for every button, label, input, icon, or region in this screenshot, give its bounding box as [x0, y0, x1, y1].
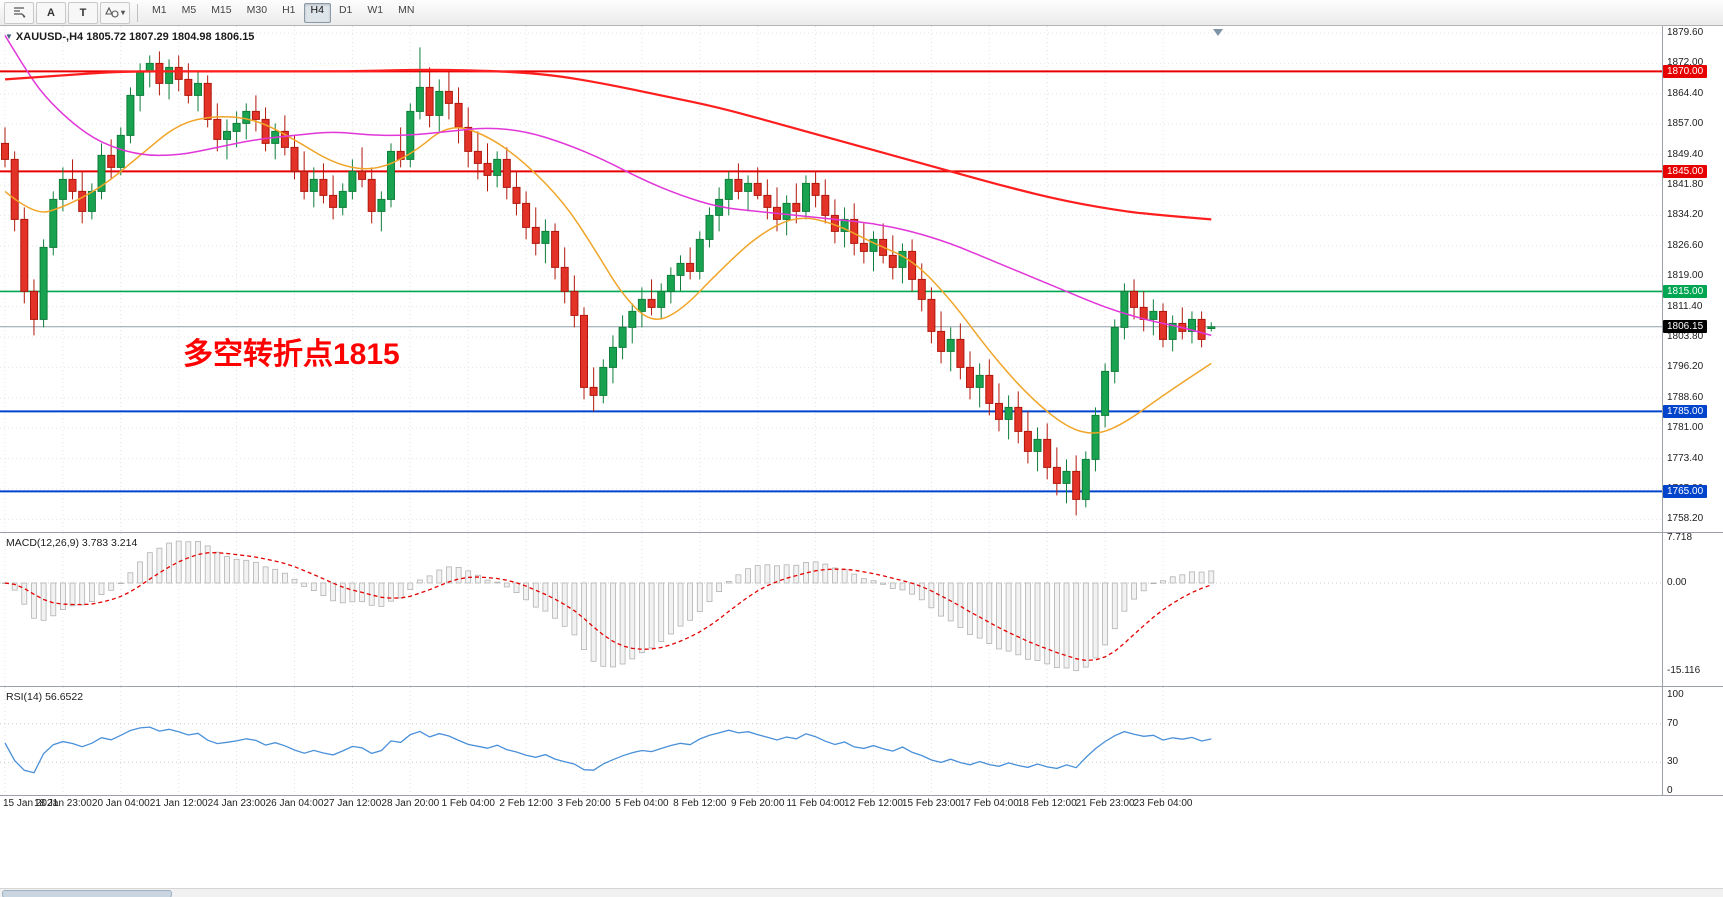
- time-tick: 18 Feb 12:00: [1017, 798, 1077, 809]
- toolbar-separator: [137, 3, 138, 22]
- time-tick: 8 Feb 12:00: [673, 798, 727, 809]
- time-tick: 18 Jan 23:00: [33, 798, 92, 809]
- indicator-axis-tick: 0.00: [1667, 577, 1687, 588]
- price-tick: 1781.00: [1667, 422, 1704, 434]
- rsi-panel-separator[interactable]: [0, 686, 1723, 687]
- time-tick: 5 Feb 04:00: [615, 798, 669, 809]
- shapes-dropdown-button[interactable]: ▾: [100, 1, 130, 24]
- time-tick: 9 Feb 20:00: [731, 798, 785, 809]
- indicator-axis-tick: 7.718: [1667, 532, 1693, 544]
- indicator-axis-tick: 0: [1667, 785, 1673, 796]
- level-label-1765_00[interactable]: 1765.00: [1663, 484, 1708, 498]
- time-tick: 20 Jan 04:00: [91, 798, 150, 809]
- time-tick: 15 Feb 23:00: [901, 798, 961, 809]
- timeframe-button-m15[interactable]: M15: [211, 3, 232, 16]
- cursor-tool-icon: [12, 6, 26, 20]
- macd-panel-separator[interactable]: [0, 532, 1723, 533]
- price-tick: 1864.40: [1667, 87, 1704, 99]
- timeframe-group: M1 M5 M15 M30 H1 H4 D1 W1 MN: [145, 2, 421, 23]
- time-tick: 26 Jan 04:00: [265, 798, 324, 809]
- time-tick: 3 Feb 20:00: [557, 798, 611, 809]
- collapse-icon[interactable]: ▼: [5, 32, 13, 41]
- ma-slow-red: [4, 68, 1212, 221]
- price-tick: 1758.20: [1667, 513, 1704, 525]
- price-tick: 1803.80: [1667, 331, 1704, 342]
- price-tick: 1879.60: [1667, 27, 1704, 38]
- time-tick: 23 Feb 04:00: [1133, 798, 1193, 809]
- rsi-panel-chart[interactable]: [0, 687, 1662, 795]
- macd-panel-chart[interactable]: [0, 533, 1662, 686]
- timeframe-button-w1[interactable]: W1: [367, 3, 384, 16]
- ma-fast-orange: [4, 115, 1212, 434]
- timeframe-button-m30[interactable]: M30: [246, 3, 268, 16]
- price-axis-separator: [1662, 26, 1663, 795]
- level-label-1815_00[interactable]: 1815.00: [1663, 284, 1708, 298]
- indicator-axis-tick: 30: [1667, 756, 1679, 768]
- horizontal-scrollbar-track[interactable]: [0, 888, 1723, 897]
- indicator-axis-tick: 100: [1667, 689, 1684, 700]
- text-label-button[interactable]: A: [36, 1, 66, 24]
- level-label-1845_00[interactable]: 1845.00: [1663, 164, 1708, 178]
- price-tick: 1841.80: [1667, 179, 1704, 190]
- macd-histogram: [2, 540, 1215, 672]
- price-tick: 1811.40: [1667, 300, 1703, 312]
- timeframe-button-m5[interactable]: M5: [181, 3, 197, 16]
- chart-annotation-text[interactable]: 多空转折点1815: [183, 338, 400, 371]
- rsi-line: [4, 726, 1212, 774]
- time-tick: 27 Jan 12:00: [323, 798, 382, 809]
- chart-title-text: XAUUSD-,H4 1805.72 1807.29 1804.98 1806.…: [15, 31, 255, 43]
- rsi-label: RSI(14) 56.6522: [6, 691, 84, 703]
- cursor-tool-button[interactable]: [4, 1, 34, 24]
- timeframe-button-d1[interactable]: D1: [338, 3, 353, 16]
- time-tick: 21 Jan 12:00: [149, 798, 208, 809]
- price-tick: 1796.20: [1667, 361, 1704, 373]
- macd-label: MACD(12,26,9) 3.783 3.214: [6, 537, 138, 549]
- price-tick: 1872.00: [1667, 57, 1704, 69]
- timeframe-button-mn[interactable]: MN: [398, 3, 415, 16]
- level-label-1870_00[interactable]: 1870.00: [1663, 64, 1708, 78]
- time-axis-separator: [0, 795, 1723, 796]
- grid: [0, 26, 1662, 532]
- price-tick: 1773.40: [1667, 452, 1704, 464]
- time-tick: 12 Feb 12:00: [844, 798, 903, 809]
- price-tick: 1788.60: [1667, 391, 1704, 403]
- chart-title: ▼ XAUUSD-,H4 1805.72 1807.29 1804.98 1806…: [5, 31, 254, 43]
- timeframe-button-h1[interactable]: H1: [282, 3, 296, 16]
- price-chart[interactable]: [0, 26, 1662, 532]
- macd-signal-line: [4, 552, 1212, 662]
- indicator-axis-tick: -15.116: [1667, 664, 1701, 676]
- indicator-axis-tick: 70: [1667, 717, 1679, 729]
- timeframe-button-h4[interactable]: H4: [303, 2, 331, 23]
- candles: [1, 47, 1216, 516]
- price-tick: 1857.00: [1667, 118, 1704, 130]
- toolbar: A T ▾ M1 M5 M15 M30 H1 H4 D1 W1 MN: [0, 0, 1723, 26]
- price-tick: 1826.60: [1667, 239, 1704, 251]
- time-tick: 2 Feb 12:00: [499, 798, 553, 809]
- price-tick: 1819.00: [1667, 270, 1704, 282]
- text-box-button[interactable]: T: [68, 1, 98, 24]
- current-price-label: 1806.15: [1663, 320, 1708, 334]
- time-tick: 11 Feb 04:00: [786, 798, 845, 809]
- chevron-down-icon: ▾: [120, 8, 125, 17]
- price-tick: 1834.20: [1667, 209, 1704, 221]
- time-tick: 17 Feb 04:00: [959, 798, 1019, 809]
- ma-mid-magenta: [4, 35, 1212, 337]
- horizontal-scrollbar-thumb[interactable]: [2, 890, 172, 897]
- time-tick: 1 Feb 04:00: [441, 798, 495, 809]
- time-tick: 24 Jan 23:00: [207, 798, 266, 809]
- time-tick: 15 Jan 2021: [3, 798, 59, 809]
- shapes-icon: [105, 6, 119, 19]
- time-tick: 28 Jan 20:00: [381, 798, 440, 809]
- timeframe-button-m1[interactable]: M1: [152, 3, 167, 16]
- price-tick: 1849.40: [1667, 148, 1704, 160]
- level-label-1785_00[interactable]: 1785.00: [1663, 404, 1708, 418]
- time-tick: 21 Feb 23:00: [1075, 798, 1135, 809]
- grid: [0, 687, 1662, 795]
- shift-marker-icon[interactable]: [1213, 29, 1223, 36]
